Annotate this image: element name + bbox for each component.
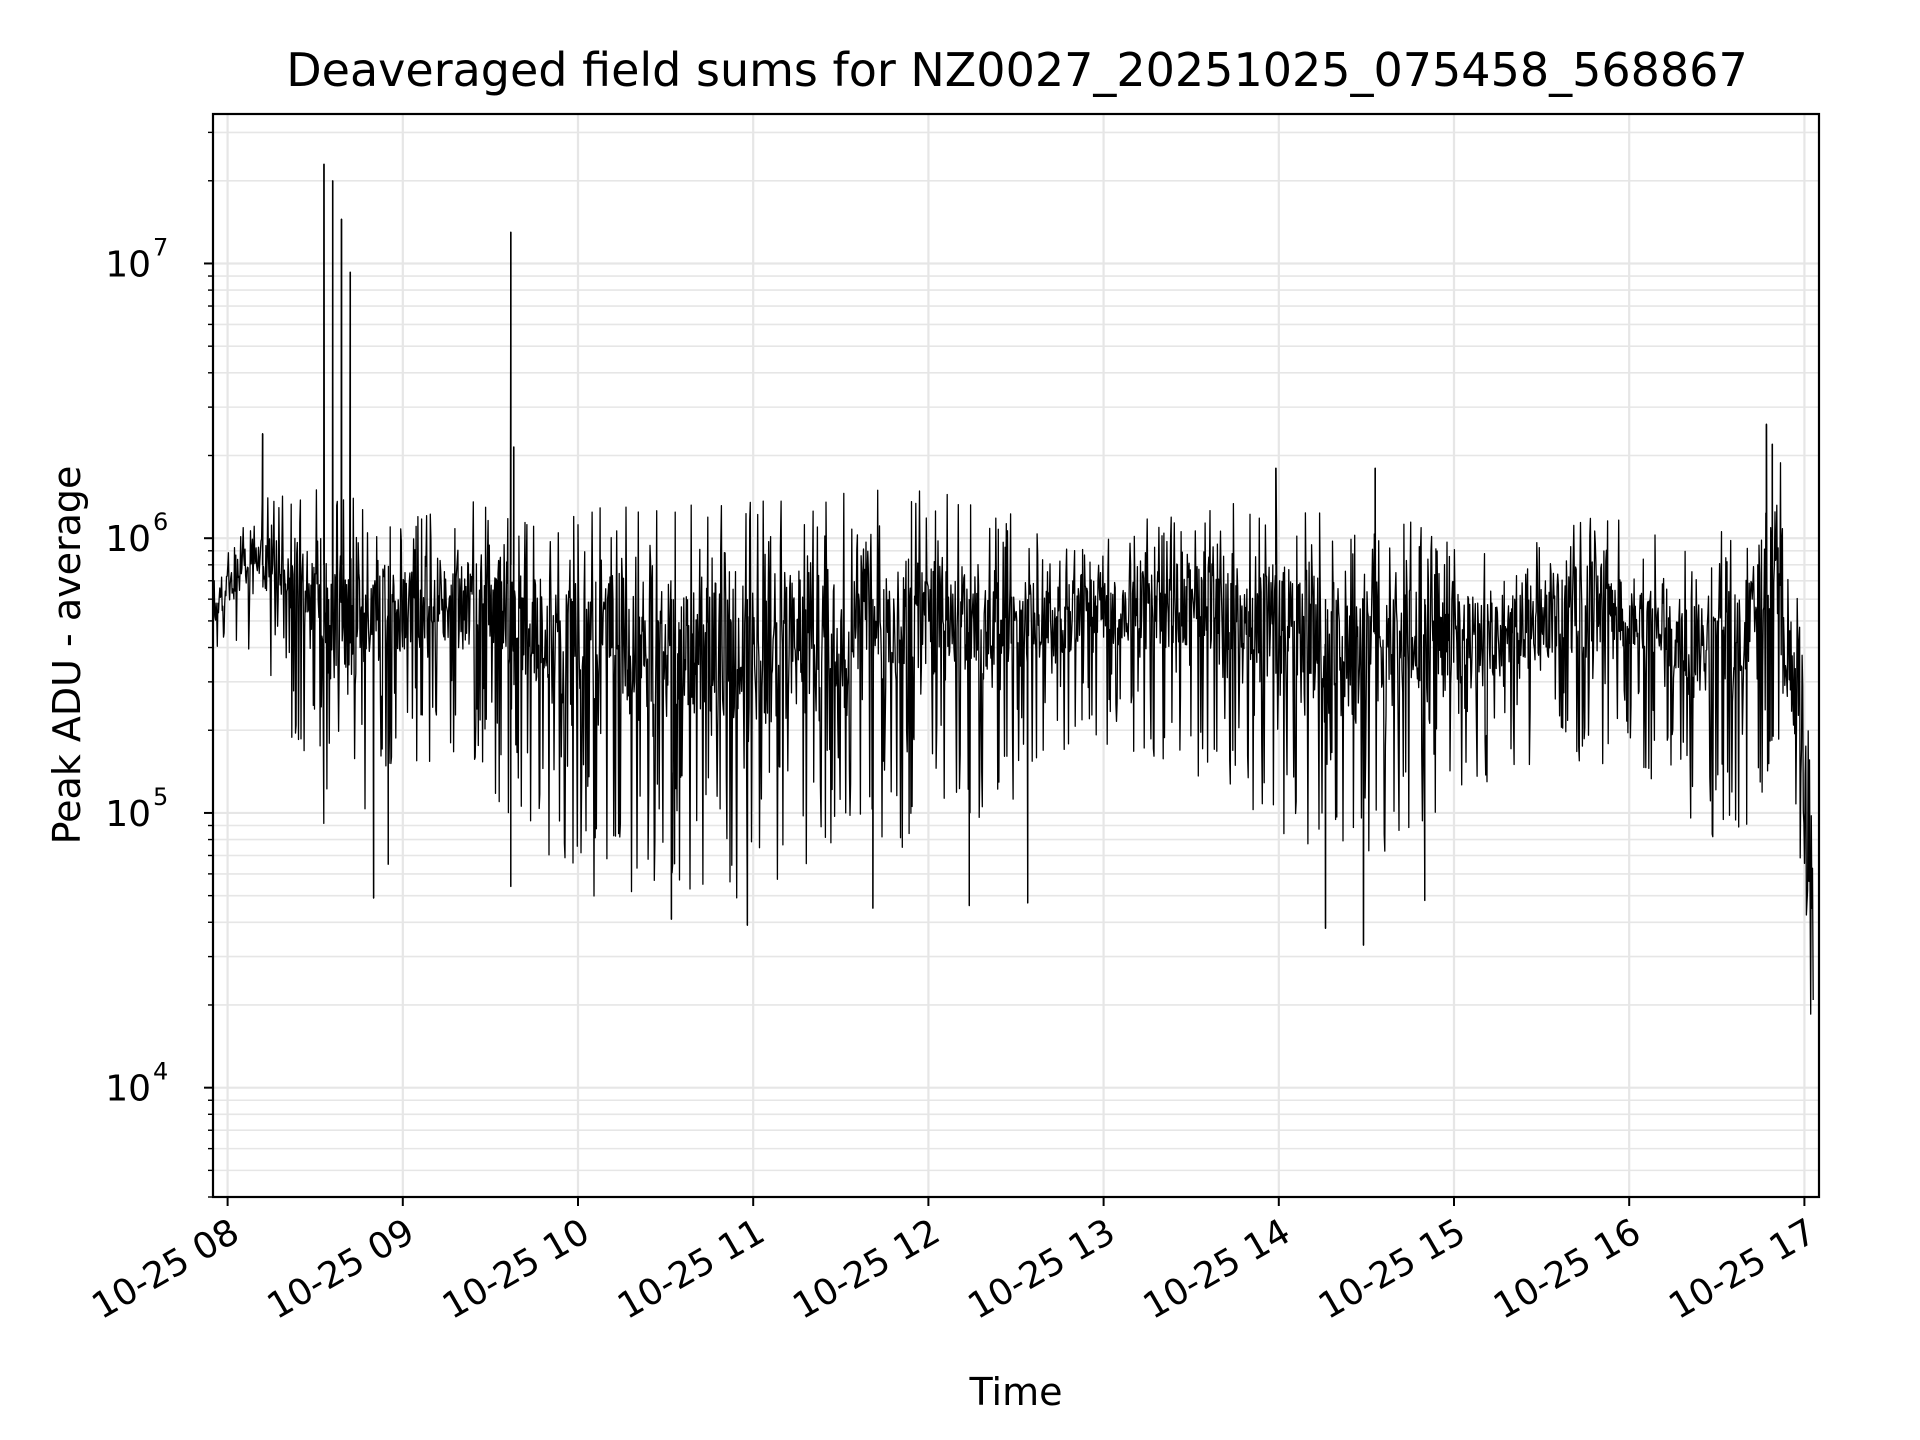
- plot-area: [212, 163, 1814, 1015]
- y-tick-label: 10: [105, 244, 151, 285]
- y-tick-exponent: 4: [153, 1058, 168, 1086]
- y-tick-label: 10: [105, 794, 151, 835]
- series-line: [212, 163, 1814, 1015]
- y-tick-exponent: 6: [153, 508, 168, 536]
- y-axis-label: Peak ADU - average: [45, 466, 89, 845]
- y-tick-exponent: 5: [153, 783, 168, 811]
- axes-frame: [211, 112, 1821, 1199]
- y-tick-label: 10: [105, 1069, 151, 1110]
- y-tick-exponent: 7: [153, 233, 168, 261]
- chart-title: Deaveraged field sums for NZ0027_2025102…: [286, 43, 1747, 97]
- x-axis-label: Time: [969, 1370, 1063, 1414]
- y-tick-label: 10: [105, 519, 151, 560]
